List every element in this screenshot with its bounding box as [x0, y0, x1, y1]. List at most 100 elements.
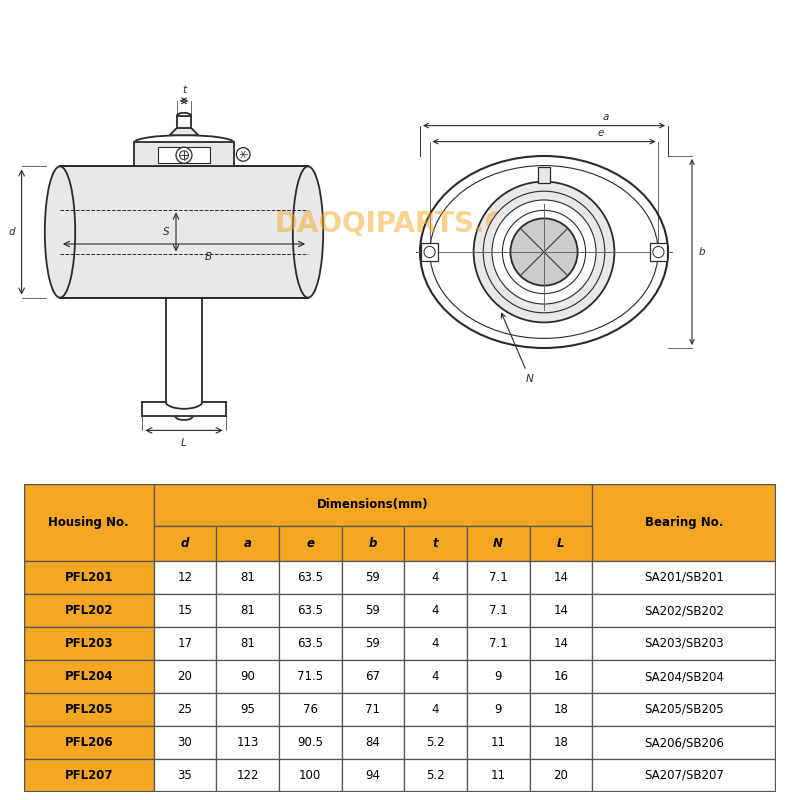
Bar [279, 526, 342, 561]
Text: Bearing No.: Bearing No. [645, 516, 723, 529]
Circle shape [502, 210, 586, 294]
Bar [342, 660, 404, 693]
Bar [154, 594, 216, 627]
Text: 11: 11 [490, 769, 506, 782]
Bar [154, 484, 592, 526]
Text: t: t [182, 85, 186, 95]
Circle shape [474, 182, 614, 322]
Bar [216, 660, 279, 693]
Text: 11: 11 [490, 736, 506, 749]
Text: 4: 4 [432, 703, 439, 716]
Text: N: N [494, 537, 503, 550]
Bar [592, 627, 776, 660]
Text: 20: 20 [178, 670, 192, 683]
Bar [216, 726, 279, 759]
Bar [154, 759, 216, 792]
Bar [279, 594, 342, 627]
Text: PFL202: PFL202 [65, 604, 113, 617]
Bar [530, 693, 592, 726]
Bar [650, 243, 667, 261]
Text: 15: 15 [178, 604, 192, 617]
Bar [279, 660, 342, 693]
Text: 18: 18 [554, 703, 568, 716]
Text: 7.1: 7.1 [489, 637, 507, 650]
Text: PFL206: PFL206 [65, 736, 113, 749]
Bar [404, 660, 467, 693]
Text: 63.5: 63.5 [297, 637, 323, 650]
Bar [467, 561, 530, 594]
Text: 7.1: 7.1 [489, 604, 507, 617]
Text: 59: 59 [366, 604, 380, 617]
Bar [24, 693, 154, 726]
Text: t: t [433, 537, 438, 550]
Bar [216, 594, 279, 627]
Text: 5.2: 5.2 [426, 736, 445, 749]
Text: 63.5: 63.5 [297, 571, 323, 584]
Text: a: a [603, 111, 609, 122]
Bar [279, 561, 342, 594]
Text: b: b [698, 247, 705, 257]
Ellipse shape [45, 166, 75, 298]
Text: 81: 81 [240, 604, 255, 617]
Text: 59: 59 [366, 637, 380, 650]
Text: 63.5: 63.5 [297, 604, 323, 617]
Bar [538, 167, 550, 183]
Bar [530, 594, 592, 627]
Text: 90.5: 90.5 [297, 736, 323, 749]
Bar [530, 627, 592, 660]
Text: PFL207: PFL207 [65, 769, 113, 782]
Bar [467, 726, 530, 759]
Bar [134, 142, 234, 166]
Bar [154, 660, 216, 693]
Text: 113: 113 [236, 736, 258, 749]
Text: SA207/SB207: SA207/SB207 [644, 769, 724, 782]
Bar [342, 526, 404, 561]
Text: e: e [598, 127, 604, 138]
Text: 35: 35 [178, 769, 192, 782]
Text: 30: 30 [178, 736, 192, 749]
Bar [154, 526, 216, 561]
Text: 9: 9 [494, 670, 502, 683]
Bar [216, 759, 279, 792]
Bar [530, 759, 592, 792]
Bar [467, 693, 530, 726]
Bar [592, 594, 776, 627]
Bar [154, 627, 216, 660]
Text: 90: 90 [240, 670, 255, 683]
Text: 71: 71 [366, 703, 380, 716]
Bar [279, 627, 342, 660]
Bar [60, 166, 308, 298]
Bar [154, 561, 216, 594]
Text: 14: 14 [554, 571, 568, 584]
Text: 76: 76 [302, 703, 318, 716]
Bar [154, 726, 216, 759]
Bar [154, 693, 216, 726]
Text: 14: 14 [554, 637, 568, 650]
Bar [24, 627, 154, 660]
Bar [404, 759, 467, 792]
Text: 7.1: 7.1 [489, 571, 507, 584]
Text: B: B [205, 252, 211, 262]
Circle shape [237, 147, 250, 161]
Text: d: d [9, 227, 15, 237]
Bar [24, 726, 154, 759]
Text: a: a [243, 537, 251, 550]
Text: SA206/SB206: SA206/SB206 [644, 736, 724, 749]
Bar [404, 526, 467, 561]
Bar [592, 660, 776, 693]
Text: e: e [306, 537, 314, 550]
Text: L: L [181, 438, 187, 447]
Bar [342, 627, 404, 660]
Bar [342, 561, 404, 594]
Text: S: S [163, 227, 170, 237]
Bar [592, 726, 776, 759]
Text: 81: 81 [240, 571, 255, 584]
Bar [467, 627, 530, 660]
Text: PFL203: PFL203 [65, 637, 113, 650]
Bar [404, 594, 467, 627]
Text: DAOQIPARTS.COM: DAOQIPARTS.COM [275, 210, 557, 238]
Text: Dimensions(mm): Dimensions(mm) [317, 498, 429, 511]
Text: 4: 4 [432, 670, 439, 683]
Text: 122: 122 [236, 769, 258, 782]
Bar [592, 759, 776, 792]
